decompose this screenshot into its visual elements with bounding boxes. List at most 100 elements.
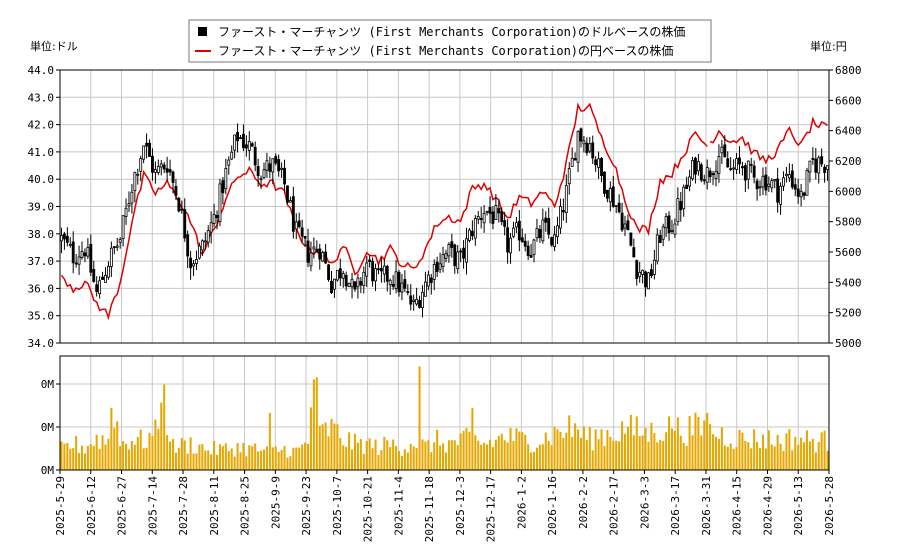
volume-bar — [353, 433, 357, 470]
candle-body — [723, 144, 727, 158]
candle-body — [227, 159, 231, 166]
x-tick-label: 2025-6-12 — [85, 476, 98, 536]
volume-bar — [506, 442, 509, 470]
left-tick-label: 43.0 — [28, 91, 55, 104]
volume-bar — [776, 434, 779, 470]
candle-body — [291, 196, 295, 232]
x-tick-label: 2026-5-13 — [792, 476, 805, 536]
candle-body — [429, 277, 433, 283]
candle-body — [802, 192, 806, 196]
candle-body — [206, 230, 210, 243]
x-tick-label: 2025-10-7 — [331, 476, 344, 536]
candle-body — [494, 205, 498, 220]
vol-tick-label: 0M — [41, 378, 55, 391]
candle-body — [702, 179, 706, 182]
candle-body — [740, 166, 744, 169]
volume-bar — [591, 450, 594, 470]
candle-body — [177, 197, 181, 212]
volume-bar — [805, 430, 809, 470]
candle-body — [512, 227, 515, 237]
candle-body — [479, 218, 483, 221]
candle-body — [280, 167, 284, 170]
candle-body — [92, 268, 96, 282]
volume-bar — [318, 425, 321, 470]
candle-body — [403, 279, 407, 289]
candle-body — [717, 156, 721, 174]
candle-body — [579, 128, 583, 142]
volume-bar — [104, 444, 107, 470]
volume-bar — [797, 444, 800, 470]
volume-bar — [301, 444, 304, 470]
candle-body — [793, 184, 797, 190]
candle-body — [764, 174, 768, 191]
volume-bar — [213, 440, 216, 470]
volume-bar — [486, 444, 489, 470]
volume-bar — [98, 448, 101, 470]
candle-body — [600, 157, 603, 176]
volume-bar — [298, 447, 301, 470]
candle-body — [435, 261, 439, 272]
candle-body — [514, 222, 518, 228]
volume-bar — [427, 440, 430, 470]
volume-bar — [163, 384, 166, 470]
candle-body — [591, 142, 595, 159]
candle-body — [368, 259, 372, 263]
candle-body — [300, 227, 304, 237]
volume-bar — [758, 447, 762, 470]
volume-bar — [794, 436, 797, 470]
candle-body — [550, 237, 554, 246]
candle-body — [365, 262, 369, 277]
volume-bar — [808, 441, 811, 470]
candle-body — [670, 229, 674, 232]
volume-bar — [66, 442, 69, 470]
candle-body — [608, 188, 612, 203]
volume-bar — [333, 423, 336, 470]
volume-bar — [383, 436, 386, 470]
candle-body — [799, 190, 803, 198]
volume-bar — [348, 432, 351, 470]
volume-bar — [189, 437, 192, 470]
candle-body — [288, 200, 292, 203]
candle-body — [638, 271, 642, 278]
volume-bar — [236, 443, 239, 470]
candle-body — [382, 265, 386, 275]
volume-bar — [180, 438, 183, 470]
candle-body — [647, 272, 650, 290]
volume-bar — [171, 439, 175, 470]
volume-bar — [304, 442, 307, 470]
candle-body — [265, 160, 269, 171]
volume-bar — [444, 452, 447, 470]
candle-body — [362, 271, 366, 286]
candle-body — [423, 281, 427, 297]
candle-body — [770, 180, 774, 189]
right-tick-label: 6600 — [835, 94, 862, 107]
volume-bar — [547, 440, 550, 470]
volume-bar — [773, 446, 776, 470]
candle-body — [691, 160, 694, 180]
volume-bar — [260, 450, 263, 470]
volume-bar — [629, 414, 632, 470]
volume-bar — [641, 435, 644, 470]
candle-body — [529, 254, 533, 258]
candle-body — [517, 220, 521, 241]
volume-bar — [145, 447, 148, 470]
volume-bar — [753, 429, 756, 470]
candle-body — [655, 234, 659, 262]
legend: ファースト・マーチャンツ (First Merchants Corporatio… — [188, 19, 712, 63]
volume-bar — [75, 435, 78, 470]
volume-bar — [254, 443, 257, 470]
candle-body — [459, 250, 463, 253]
volume-bar — [670, 428, 673, 470]
volume-bar — [248, 445, 251, 470]
volume-bar — [113, 428, 116, 470]
candle-body — [68, 243, 72, 246]
candle-body — [350, 278, 354, 288]
volume-bar — [277, 452, 280, 470]
volume-bar — [418, 366, 421, 470]
volume-bar — [110, 407, 113, 470]
candle-body — [773, 179, 777, 182]
candle-body — [456, 251, 460, 270]
volume-bar — [224, 443, 227, 470]
volume-bar — [107, 438, 110, 470]
volume-bar — [424, 441, 427, 470]
